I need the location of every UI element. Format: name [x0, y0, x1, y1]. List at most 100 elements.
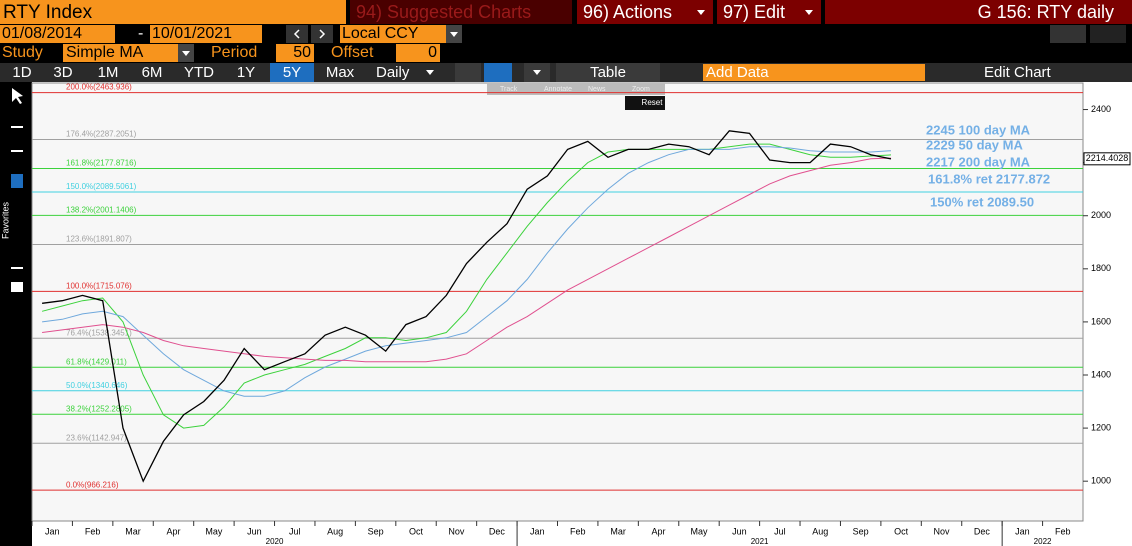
y-tick-label: 1600	[1091, 316, 1111, 326]
fib-label: 123.6%(1891.807)	[66, 235, 132, 244]
x-tick-label: May	[205, 526, 223, 536]
tool-icon[interactable]	[11, 282, 23, 292]
frequency[interactable]: Daily	[376, 64, 410, 81]
fib-label: 76.4%(1538.3451)	[66, 328, 132, 337]
annotation: 150% ret 2089.50	[930, 194, 1034, 209]
range-button[interactable]: Max	[325, 64, 355, 81]
annotation: 2217 200 day MA	[926, 154, 1031, 169]
year-label: 2022	[1034, 537, 1052, 546]
annotation: 2229 50 day MA	[926, 137, 1023, 152]
x-tick-label: Oct	[409, 526, 424, 536]
x-tick-label: Apr	[652, 526, 666, 536]
dropdown-arrow	[426, 70, 434, 75]
arrow-icon	[319, 29, 326, 39]
security[interactable]: RTY Index	[0, 0, 346, 24]
tool-icon[interactable]	[11, 126, 23, 128]
redo-button[interactable]	[1090, 25, 1126, 43]
range-button[interactable]: 1D	[12, 64, 32, 81]
y-tick-label: 1400	[1091, 369, 1111, 379]
date-separator: -	[138, 25, 144, 42]
x-tick-label: Jun	[732, 526, 747, 536]
currency[interactable]: Local CCY	[340, 25, 446, 43]
range-button[interactable]: YTD	[184, 64, 214, 81]
start-date[interactable]: 01/08/2014	[0, 25, 115, 43]
fib-label: 38.2%(1252.2805)	[66, 404, 132, 413]
bar-chart-button[interactable]	[484, 63, 512, 82]
series-line	[42, 146, 892, 397]
annotation: 2245 100 day MA	[926, 122, 1031, 137]
period[interactable]: 50	[276, 44, 314, 62]
range-button[interactable]: 3D	[53, 64, 73, 81]
tool-icon[interactable]	[11, 150, 23, 152]
add-data[interactable]: Add Data	[703, 64, 925, 81]
chart-tool[interactable]: Annotate	[544, 86, 572, 93]
edit-chart-button[interactable]: Edit Chart	[984, 64, 1051, 81]
chart-tool[interactable]: Track	[500, 86, 518, 93]
y-tick-label: 1200	[1091, 422, 1111, 432]
study[interactable]: Simple MA	[63, 44, 178, 62]
x-tick-label: Feb	[1055, 526, 1071, 536]
range-button[interactable]: 1Y	[236, 64, 256, 81]
reset-label[interactable]: Reset	[642, 98, 664, 107]
arrow-icon	[293, 29, 300, 39]
pointer-icon[interactable]	[12, 88, 23, 104]
x-tick-label: Dec	[489, 526, 506, 536]
dropdown-arrow	[805, 10, 813, 15]
fib-label: 23.6%(1142.947)	[66, 433, 127, 442]
edit-menu[interactable]: 97) Edit	[717, 0, 821, 24]
actions-menu[interactable]: 96) Actions	[577, 0, 713, 24]
tool-icons	[11, 88, 23, 292]
line-chart-button[interactable]	[455, 63, 481, 82]
fib-label: 138.2%(2001.1406)	[66, 206, 137, 215]
y-tick-label: 1000	[1091, 476, 1111, 486]
study-label: Study	[2, 44, 43, 61]
end-date[interactable]: 10/01/2021	[150, 25, 262, 43]
x-tick-label: Jan	[45, 526, 60, 536]
chart-tools	[487, 83, 665, 95]
annotation: 161.8% ret 2177.872	[928, 171, 1050, 186]
fib-label: 61.8%(1429.011)	[66, 357, 127, 366]
x-tick-label: Jun	[247, 526, 262, 536]
range-button[interactable]: 6M	[141, 64, 163, 81]
x-tick-label: Oct	[894, 526, 909, 536]
period-label: Period	[211, 44, 258, 61]
x-tick-label: Mar	[125, 526, 141, 536]
range-button[interactable]: 1M	[97, 64, 119, 81]
dropdown-arrow	[697, 10, 705, 15]
y-tick-label: 1800	[1091, 263, 1111, 273]
tool-icon[interactable]	[11, 267, 23, 269]
fib-label: 100.0%(1715.076)	[66, 281, 132, 290]
y-tick-label: 2400	[1091, 104, 1111, 114]
chart-tool[interactable]: News	[588, 86, 606, 93]
offset-label: Offset	[331, 44, 374, 61]
fib-label: 161.8%(2177.8716)	[66, 159, 137, 168]
series-line	[42, 130, 892, 483]
last-value: 2214.4028	[1086, 153, 1129, 163]
x-tick-label: Aug	[327, 526, 343, 536]
last-value-box	[1083, 152, 1131, 166]
reset-button[interactable]	[625, 96, 665, 110]
x-tick-label: Jan	[1015, 526, 1030, 536]
tool-icon[interactable]	[11, 174, 23, 188]
fib-label: 50.0%(1340.646)	[66, 381, 128, 390]
dropdown-arrow	[533, 70, 541, 75]
table-button[interactable]: Table	[556, 63, 660, 82]
next-button[interactable]	[311, 25, 333, 43]
x-tick-label: Mar	[610, 526, 626, 536]
suggested-charts[interactable]: 94) Suggested Charts	[350, 0, 572, 24]
range-button[interactable]: 5Y	[270, 63, 314, 82]
offset[interactable]: 0	[396, 44, 440, 62]
undo-button[interactable]	[1050, 25, 1086, 43]
x-tick-label: Sep	[853, 526, 869, 536]
chart-tool[interactable]: Zoom	[632, 86, 650, 93]
favorites-label[interactable]: Favorites	[0, 202, 10, 240]
y-tick-label: 2000	[1091, 210, 1111, 220]
dropdown-arrow	[182, 51, 190, 56]
x-tick-label: Jul	[774, 526, 786, 536]
series-line	[42, 157, 892, 363]
series-line	[41, 143, 892, 429]
side-toolbar	[0, 82, 32, 546]
prev-button[interactable]	[286, 25, 308, 43]
fib-label: 150.0%(2089.5061)	[66, 182, 137, 191]
